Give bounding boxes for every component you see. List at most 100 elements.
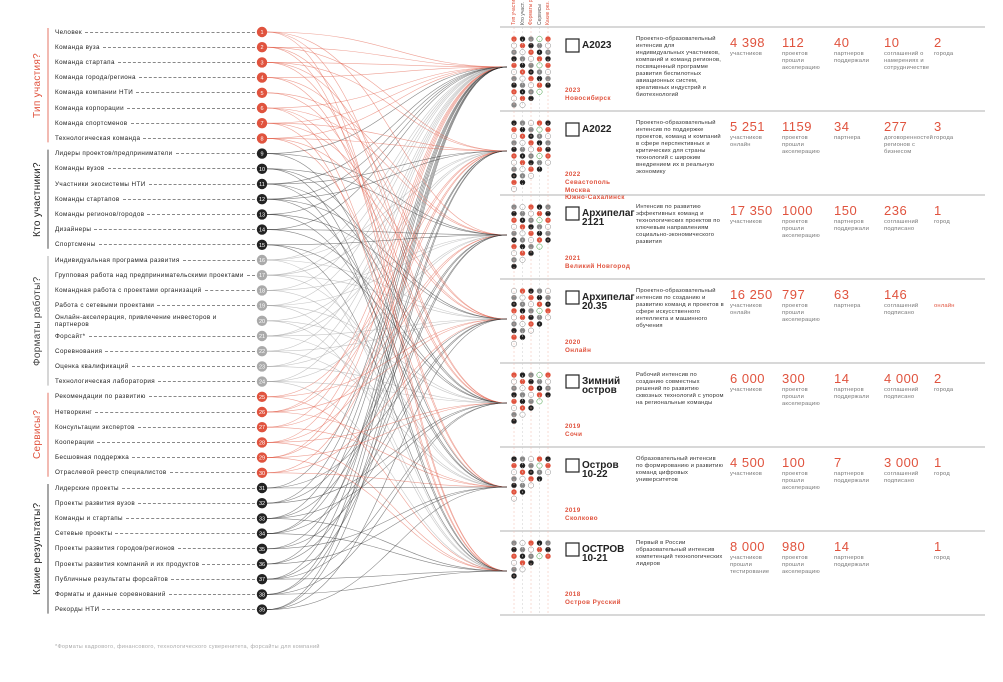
connection	[266, 66, 508, 595]
stat-label: город	[934, 219, 950, 225]
connection	[266, 31, 508, 68]
list-item: Технологическая лаборатория	[55, 377, 255, 387]
matrix-dot	[511, 62, 517, 69]
list-item: Командная работа с проектами организаций	[55, 285, 255, 295]
matrix-dot	[545, 462, 551, 469]
item-circle	[256, 163, 268, 174]
stat-value: 980	[782, 539, 806, 554]
connection	[266, 411, 508, 488]
item-circle	[256, 300, 268, 311]
matrix-dot	[519, 250, 526, 256]
item-number: 21	[259, 334, 265, 340]
event-logo: Зимний остров	[582, 376, 621, 396]
stat-value: 63	[834, 287, 850, 302]
connection	[266, 66, 508, 443]
event-place: Севастополь	[565, 179, 611, 186]
leader	[131, 365, 255, 367]
list-item: Технологическая команда	[55, 133, 255, 143]
item-circle	[256, 406, 268, 418]
matrix-dot	[519, 62, 526, 69]
item-text: Рекомендации по развитию	[55, 393, 146, 401]
item-text: Технологическая команда	[55, 134, 141, 142]
matrix-dot	[519, 82, 526, 88]
leader	[125, 517, 255, 519]
stat-label: соглашений о намерениях и сотрудничестве	[884, 51, 930, 71]
list-item: Проекты развития компаний и их продуктов	[55, 559, 255, 569]
connection	[266, 153, 508, 488]
connection	[266, 234, 508, 306]
stat-value: 236	[884, 203, 908, 218]
list-item: Бесшовная поддержка	[55, 453, 255, 463]
stat-value: 797	[782, 287, 806, 302]
stat-label: участников онлайн	[730, 135, 763, 148]
connection	[266, 244, 508, 572]
matrix-dot	[528, 159, 534, 166]
matrix-dot	[519, 392, 526, 398]
stat-label: проектов прошли акселерацию	[782, 303, 820, 323]
connection	[266, 66, 508, 504]
item-text: Проекты развития городов/регионов	[55, 545, 175, 553]
matrix-dot	[536, 294, 543, 301]
list-item: Консультации экспертов	[55, 422, 255, 432]
item-number: 1	[260, 30, 263, 36]
matrix-dot	[545, 210, 551, 217]
item-circle	[256, 467, 268, 478]
leader	[175, 153, 255, 155]
matrix-dot	[528, 230, 534, 237]
connection	[266, 66, 508, 154]
group-label: Кто участники?	[32, 161, 43, 237]
matrix-dot	[545, 75, 551, 82]
item-text: Команда стартапа	[55, 58, 115, 66]
connection	[266, 66, 508, 185]
event-year: 2021	[565, 255, 581, 262]
list-item: Проекты развития вузов	[55, 498, 255, 508]
connection	[266, 198, 508, 320]
stat-label: города	[934, 135, 954, 141]
stat-label: города	[934, 51, 954, 57]
logo-icon	[565, 290, 580, 305]
matrix-dot	[528, 314, 534, 321]
item-circle	[256, 270, 268, 281]
item-circle	[256, 148, 268, 159]
column-header: Тип участия	[511, 0, 517, 25]
item-circle	[256, 133, 268, 144]
matrix-dot	[519, 462, 526, 469]
matrix-dot	[511, 476, 517, 482]
list-item: Кооперации	[55, 437, 255, 447]
stat-value: 300	[782, 371, 806, 386]
connection	[266, 31, 508, 236]
connection	[266, 62, 508, 152]
connection	[266, 486, 508, 489]
item-number: 27	[259, 425, 265, 431]
matrix-dot	[511, 411, 517, 418]
group-label: Какие результаты?	[32, 502, 43, 595]
connection	[266, 107, 508, 404]
item-number: 34	[259, 532, 265, 538]
matrix-dot	[545, 140, 551, 146]
connection	[266, 442, 508, 572]
matrix-dot	[545, 56, 551, 62]
matrix-dot	[536, 224, 543, 230]
group-label: Форматы работы?	[32, 276, 43, 366]
item-text: Бесшовная поддержка	[55, 454, 130, 462]
leader	[148, 183, 255, 185]
stat-label: партнера	[834, 135, 861, 141]
item-circle	[256, 482, 268, 494]
item-number: 37	[259, 577, 265, 583]
event-logo: ОСТРОВ 10-21	[582, 544, 625, 564]
item-text: Соревнования	[55, 347, 103, 355]
stat-value: 1159	[782, 119, 812, 134]
logo-icon	[565, 458, 580, 473]
connection	[266, 66, 508, 291]
item-text: Публичные результаты форсайтов	[55, 575, 169, 583]
connection	[266, 66, 508, 519]
item-circle	[256, 498, 268, 509]
matrix-dot	[511, 146, 517, 153]
stat-label: участников	[730, 471, 763, 477]
connection	[266, 426, 508, 488]
column-header: Кто участ.	[519, 2, 526, 25]
stat-label: проектов прошли акселерацию	[782, 135, 820, 155]
stat-label: участников	[730, 51, 763, 57]
matrix-dot	[511, 294, 517, 301]
connection	[266, 318, 508, 398]
